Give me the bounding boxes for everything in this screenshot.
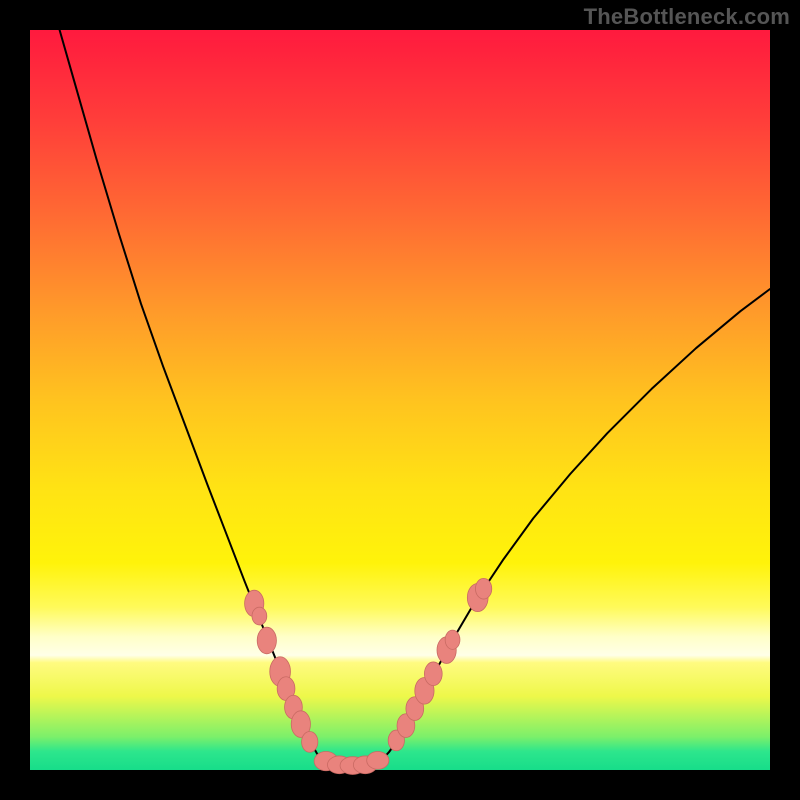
- curve-marker: [367, 752, 389, 770]
- chart-frame: TheBottleneck.com: [0, 0, 800, 800]
- curve-marker: [302, 732, 318, 753]
- curve-marker: [252, 607, 267, 625]
- curve-marker: [445, 630, 460, 649]
- curve-marker: [475, 578, 491, 599]
- watermark-text: TheBottleneck.com: [584, 4, 790, 30]
- curve-marker: [424, 662, 442, 686]
- chart-svg: [0, 0, 800, 800]
- plot-background: [30, 30, 770, 770]
- curve-marker: [257, 627, 276, 654]
